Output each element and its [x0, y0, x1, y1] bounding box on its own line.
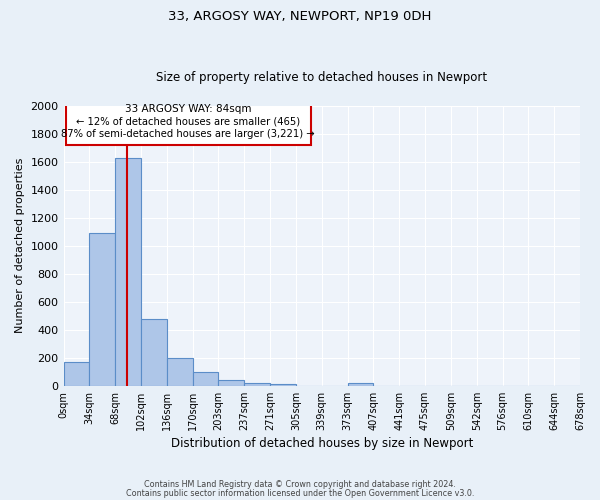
Bar — [244, 384, 270, 386]
Bar — [115, 158, 141, 386]
Text: Contains public sector information licensed under the Open Government Licence v3: Contains public sector information licen… — [126, 489, 474, 498]
Text: 33 ARGOSY WAY: 84sqm: 33 ARGOSY WAY: 84sqm — [125, 104, 251, 114]
Title: Size of property relative to detached houses in Newport: Size of property relative to detached ho… — [156, 70, 487, 84]
Bar — [167, 358, 193, 386]
Bar — [218, 380, 244, 386]
Bar — [347, 383, 373, 386]
Text: ← 12% of detached houses are smaller (465): ← 12% of detached houses are smaller (46… — [76, 116, 301, 126]
Bar — [193, 372, 218, 386]
Bar — [89, 233, 115, 386]
Bar — [64, 362, 89, 386]
FancyBboxPatch shape — [65, 98, 311, 144]
Text: 87% of semi-detached houses are larger (3,221) →: 87% of semi-detached houses are larger (… — [61, 130, 315, 140]
Y-axis label: Number of detached properties: Number of detached properties — [15, 158, 25, 334]
Bar — [270, 384, 296, 386]
X-axis label: Distribution of detached houses by size in Newport: Distribution of detached houses by size … — [170, 437, 473, 450]
Text: Contains HM Land Registry data © Crown copyright and database right 2024.: Contains HM Land Registry data © Crown c… — [144, 480, 456, 489]
Bar — [141, 318, 167, 386]
Text: 33, ARGOSY WAY, NEWPORT, NP19 0DH: 33, ARGOSY WAY, NEWPORT, NP19 0DH — [169, 10, 431, 23]
